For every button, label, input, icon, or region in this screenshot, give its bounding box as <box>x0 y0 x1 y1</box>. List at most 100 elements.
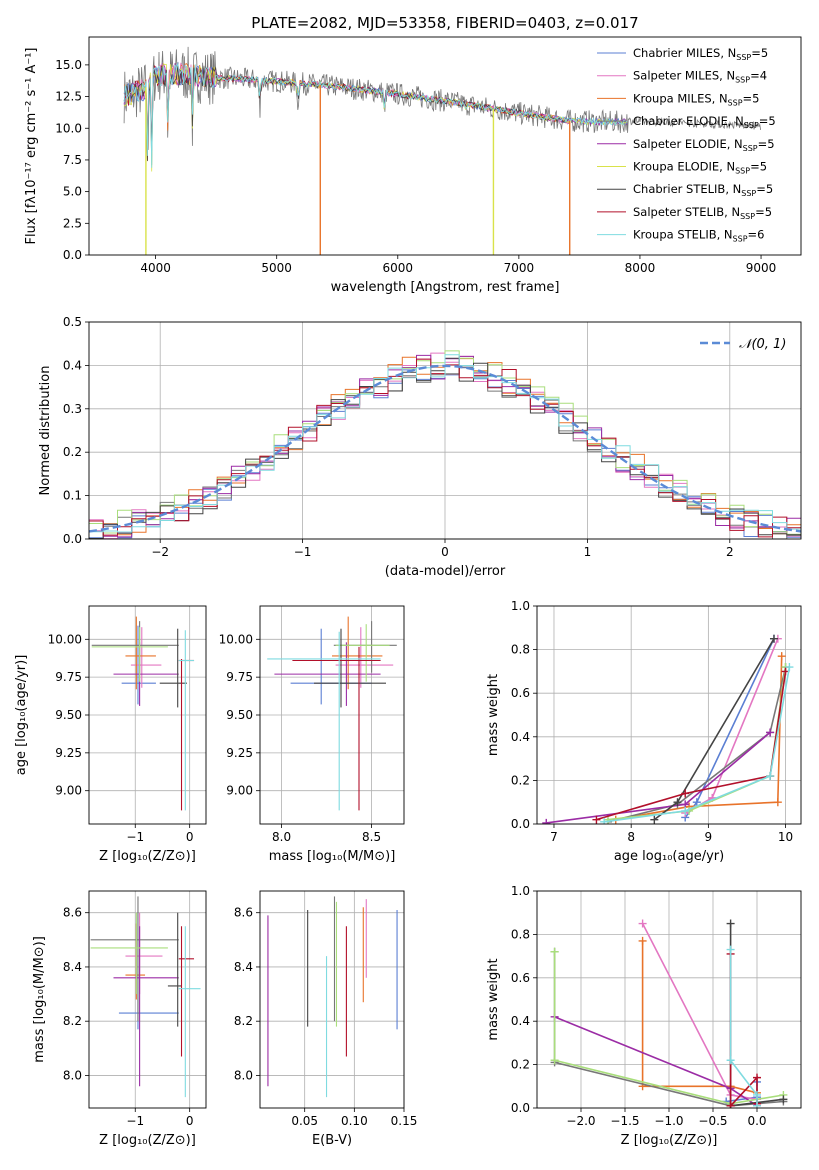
x-tick-label: 0 <box>441 545 449 559</box>
y-axis-label: mass [log₁₀(M/M⊙)] <box>32 936 47 1063</box>
y-tick-label: 8.6 <box>63 906 82 920</box>
legend-label: Salpeter ELODIE, NSSP=5 <box>633 137 775 153</box>
axes-frame <box>536 890 802 1109</box>
x-axis-label: (data-model)/error <box>385 564 506 579</box>
x-tick-label: −2.0 <box>566 1114 595 1128</box>
legend-value: =5 <box>758 137 775 151</box>
x-tick-label: 9 <box>705 830 713 844</box>
axes-frame <box>536 605 802 825</box>
weight-marker <box>779 1095 788 1104</box>
y-tick-label: 9.25 <box>55 746 82 760</box>
legend-label: Kroupa ELODIE, NSSP=5 <box>633 160 767 176</box>
mass-weight-vs-age-panel: 7 8 9 10 0.0 0.2 0.4 0.6 0.8 1.0 age log₁₀(age/yr)… <box>486 599 802 864</box>
y-tick-label: 0.3 <box>63 402 82 416</box>
y-tick-label: 12.5 <box>55 90 82 104</box>
x-tick-label: −1.0 <box>654 1114 683 1128</box>
y-tick-label: 0.4 <box>511 730 530 744</box>
y-tick-label: 0.8 <box>511 927 530 941</box>
age-vs-mass-points <box>267 616 397 811</box>
normal-curve <box>89 364 801 533</box>
y-tick-label: 0.0 <box>63 248 82 262</box>
x-tick-label: 0.0 <box>747 1114 766 1128</box>
weight-marker <box>773 798 782 807</box>
axes-frame <box>88 36 802 256</box>
weight-line-salpeter_stelib <box>596 671 787 821</box>
y-tick-label: 1.0 <box>511 884 530 898</box>
y-tick-label: 9.00 <box>226 784 253 798</box>
x-tick-label: 7 <box>550 830 558 844</box>
y-tick-label: 10.0 <box>55 121 82 135</box>
legend-subscript: SSP <box>735 167 750 176</box>
y-tick-label: 1.0 <box>511 599 530 613</box>
y-tick-label: 8.4 <box>63 960 82 974</box>
x-tick-label: 0.15 <box>391 1114 418 1128</box>
y-axis-label: age [log₁₀(age/yr)] <box>14 655 29 776</box>
spectrum-series-chabrier_elodie <box>123 46 761 153</box>
legend-subscript: SSP <box>741 189 756 198</box>
x-tick-label: 8 <box>627 830 635 844</box>
legend-subscript: SSP <box>740 212 755 221</box>
y-tick-label: 0.0 <box>63 532 82 546</box>
y-tick-label: 9.75 <box>55 670 82 684</box>
weight-marker <box>785 663 794 672</box>
y-tick-label: 9.25 <box>226 746 253 760</box>
legend-value: =5 <box>750 160 767 174</box>
legend-label: Salpeter STELIB, NSSP=5 <box>633 205 772 221</box>
weight-line-chabrier_elodie <box>607 666 787 823</box>
weight-marker <box>638 919 647 928</box>
axes-frame <box>88 605 207 825</box>
x-tick-label: −1 <box>126 830 144 844</box>
weight-marker <box>650 815 659 824</box>
x-tick-label: 0.05 <box>291 1114 318 1128</box>
x-tick-label: −0.5 <box>698 1114 727 1128</box>
y-tick-label: 0.1 <box>63 489 82 503</box>
legend-value: =5 <box>743 91 760 105</box>
x-tick-label: 0 <box>186 830 194 844</box>
mass-weight-vs-z-panel: −2.0 −1.5 −1.0 −0.5 0.0 0.0 0.2 0.4 0.6 0.8 1.0 Z [… <box>486 884 802 1148</box>
legend-label: Chabrier STELIB, NSSP=5 <box>633 182 773 198</box>
y-tick-label: 9.50 <box>55 708 82 722</box>
y-tick-label: 9.00 <box>55 784 82 798</box>
x-tick-label: 6000 <box>383 261 414 275</box>
legend-label: Salpeter MILES, NSSP=4 <box>633 69 767 85</box>
x-axis-label: wavelength [Angstrom, rest frame] <box>331 280 560 295</box>
axes-frame <box>259 890 405 1109</box>
spectrum-panel: 4000 5000 6000 7000 8000 9000 0.0 2.5 5.0 7.5 10.0… <box>24 36 802 295</box>
weight-marker <box>681 806 690 815</box>
x-axis-label: E(B-V) <box>312 1133 352 1148</box>
legend-label: Chabrier ELODIE, NSSP=5 <box>633 114 776 130</box>
weight-line-kroupa_miles <box>615 656 783 821</box>
weight-marker <box>726 1056 735 1065</box>
legend-subscript: SSP <box>728 98 743 107</box>
y-tick-label: 0.2 <box>511 773 530 787</box>
weight-marker <box>550 947 559 956</box>
y-tick-label: 15.0 <box>55 58 82 72</box>
weight-marker <box>769 634 778 643</box>
spectrum-series-kroupa_stelib <box>123 63 628 168</box>
spectrum-legend: Chabrier MILES, NSSP=5 Salpeter MILES, NS… <box>597 46 776 244</box>
weight-marker <box>766 772 775 781</box>
y-tick-label: 0.4 <box>511 1014 530 1028</box>
weight-line-kroupa_stelib <box>604 666 791 823</box>
histogram-panel: −2 −1 0 1 2 0.0 0.1 0.2 0.3 0.4 0.5 𝒩(0, 1) (data-mo… <box>38 315 802 579</box>
weight-line-kroupa_miles <box>641 940 758 1094</box>
weight-marker <box>726 1101 735 1108</box>
weight-marker <box>550 1056 559 1065</box>
weight-marker <box>777 652 786 661</box>
weight-marker <box>766 728 775 737</box>
legend-label: Chabrier MILES, NSSP=5 <box>633 46 768 62</box>
legend-label: Kroupa STELIB, NSSP=6 <box>633 228 764 244</box>
y-axis-label: Flux [fλ10⁻¹⁷ erg cm⁻² s⁻¹ A⁻¹] <box>24 48 39 245</box>
mass-vs-ebv-points <box>267 896 398 1098</box>
age-vs-z-panel: −1 0 9.00 9.25 9.50 9.75 10.00 Z [log₁₀(Z/Z⊙)] a… <box>14 605 207 864</box>
x-tick-label: 8.5 <box>362 830 381 844</box>
x-tick-label: 8000 <box>625 261 656 275</box>
y-tick-label: 8.4 <box>234 960 253 974</box>
x-axis-label: Z [log₁₀(Z/Z⊙)] <box>99 1133 196 1148</box>
histogram-series-kroupa_stelib <box>89 354 801 533</box>
weight-marker <box>542 818 551 824</box>
y-tick-label: 0.2 <box>63 445 82 459</box>
mass-vs-z-panel: −1 0 8.0 8.2 8.4 8.6 Z [log₁₀(Z/Z⊙)] mass [log₁… <box>32 890 207 1148</box>
y-tick-label: 0.5 <box>63 315 82 329</box>
